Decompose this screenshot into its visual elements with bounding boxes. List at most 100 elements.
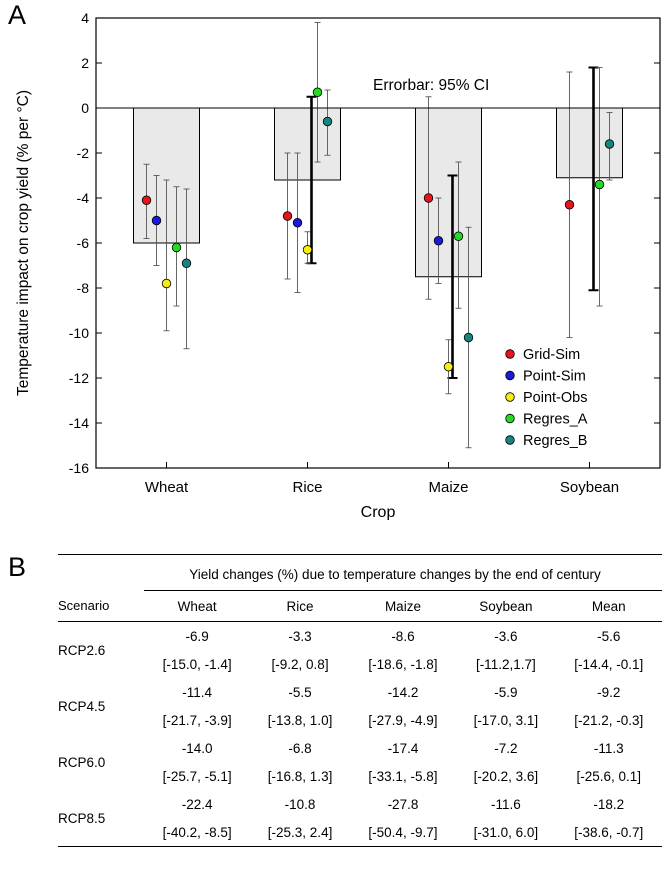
table-cell-ci: [-31.0, 6.0] (456, 818, 556, 847)
point-grid-sim-soybean (564, 200, 575, 210)
table-cell-mean: -11.3 (593, 740, 624, 756)
table-cell-mean: -3.6 (494, 628, 518, 644)
table-cell-mean: -7.2 (494, 740, 518, 756)
table-cell-mean: -14.0 (181, 740, 213, 756)
y-tick-label: -16 (69, 460, 89, 476)
table-header-row: Scenario Wheat Rice Maize Soybean Mean (58, 590, 662, 622)
table-cell-ci: [-21.7, -3.9] (162, 712, 232, 728)
point-regres_a-maize (453, 231, 464, 241)
point-point-sim-maize (433, 236, 444, 246)
legend-label-regres_a: Regres_A (523, 412, 588, 428)
point-regres_b-soybean (604, 139, 615, 149)
legend-marker-point-obs (505, 392, 515, 402)
table-row: RCP4.5 -11.4 -5.5 -14.2 -5.9 -9.2 (58, 678, 662, 714)
table-cell-mean: -5.6 (597, 628, 621, 644)
x-tick-label-maize: Maize (428, 479, 468, 496)
table-cell-mean: -27.8 (387, 796, 419, 812)
table-cell-mean: -5.5 (288, 684, 312, 700)
panel-a-letter: A (8, 0, 27, 30)
table-cell-ci: [-14.4, -0.1] (574, 656, 644, 672)
table-cell-ci: [-25.7, -5.1] (162, 768, 232, 784)
table-cell-mean: -3.3 (288, 628, 312, 644)
table-cell-mean: -8.6 (391, 628, 415, 644)
legend-label-grid-sim: Grid-Sim (523, 347, 580, 363)
point-point-sim-rice (292, 218, 303, 228)
table-cell-mean: -18.2 (593, 796, 625, 812)
legend-marker-regres_a (505, 413, 515, 424)
bar-maize (415, 107, 482, 278)
table-row: RCP8.5 -22.4 -10.8 -27.8 -11.6 -18.2 (58, 790, 662, 847)
y-tick-label: 0 (81, 100, 89, 116)
point-point-obs-wheat (161, 278, 172, 289)
y-axis-label: Temperature impact on crop yield (% per … (15, 90, 32, 396)
table-row: RCP6.0 -14.0 -6.8 -17.4 -7.2 -11.3 (58, 734, 662, 770)
table-cell-mean: -11.6 (490, 796, 521, 812)
point-point-obs-rice (302, 245, 313, 255)
point-regres_a-soybean (594, 179, 605, 190)
table-cell-ci: [-11.2,1.7] (475, 656, 536, 672)
table-row-ci: [-21.7, -3.9] [-13.8, 1.0] [-27.9, -4.9] [-… (58, 706, 662, 734)
scenario-label: RCP8.5 (58, 790, 144, 847)
table-cell-mean: -6.8 (288, 740, 312, 756)
point-regres_b-maize (463, 332, 474, 343)
legend-label-point-obs: Point-Obs (523, 390, 587, 406)
point-grid-sim-maize (423, 193, 434, 203)
scenario-header: Scenario (58, 590, 144, 622)
table-cell-ci: [-16.8, 1.3] (267, 768, 333, 784)
point-regres_a-rice (312, 87, 323, 97)
crop-yield-chart: -16 -14 -12 -10 -8 -6 -4 -2 0 2 4 Wheat Rice Maize So… (15, 10, 661, 520)
x-tick-label-rice: Rice (292, 479, 322, 496)
column-header-maize: Maize (349, 590, 457, 622)
legend-marker-grid-sim (505, 349, 515, 359)
table-cell-ci: [-40.2, -8.5] (144, 818, 251, 847)
point-point-obs-maize (443, 362, 454, 372)
table-cell-ci: [-25.6, 0.1] (576, 768, 642, 784)
scenario-label: RCP6.0 (58, 754, 106, 770)
point-grid-sim-wheat (141, 195, 152, 205)
y-tick-label: 4 (81, 10, 89, 26)
table-cell-ci: [-21.2, -0.3] (574, 712, 644, 728)
y-tick-label: -12 (69, 370, 89, 386)
point-grid-sim-rice (282, 211, 293, 221)
legend: Grid-Sim Point-Sim Point-Obs Regres_A Regres… (505, 347, 588, 449)
scenario-label: RCP2.6 (58, 642, 106, 658)
table-cell-mean: -11.4 (182, 684, 213, 700)
x-tick-label-wheat: Wheat (145, 479, 189, 496)
y-tick-label: 2 (81, 55, 89, 71)
point-point-sim-wheat (151, 215, 162, 226)
y-tick-label: -4 (77, 190, 90, 206)
table-cell-ci: [-17.0, 3.1] (473, 712, 539, 728)
y-tick-label: -6 (77, 235, 90, 251)
table-cell-ci: [-50.4, -9.7] (349, 818, 457, 847)
table-row-ci: [-15.0, -1.4] [-9.2, 0.8] [-18.6, -1.8] [-1… (58, 650, 662, 678)
table-caption: Yield changes (%) due to temperature cha… (189, 567, 601, 582)
table-cell-ci: [-25.3, 2.4] (250, 818, 350, 847)
legend-marker-regres_b (505, 435, 515, 445)
x-tick-label-soybean: Soybean (560, 479, 619, 496)
table-cell-ci: [-15.0, -1.4] (162, 656, 232, 672)
table-cell-ci: [-18.6, -1.8] (368, 656, 438, 672)
column-header-rice: Rice (250, 590, 350, 622)
y-tick-label: -2 (77, 145, 90, 161)
table-cell-ci: [-9.2, 0.8] (271, 656, 329, 672)
column-header-mean: Mean (555, 590, 662, 622)
table-row-ci: [-25.7, -5.1] [-16.8, 1.3] [-33.1, -5.8] [-… (58, 762, 662, 790)
scenario-label: RCP4.5 (58, 698, 106, 714)
table-cell-ci: [-27.9, -4.9] (368, 712, 438, 728)
column-header-wheat: Wheat (144, 590, 251, 622)
yield-change-table: Yield changes (%) due to temperature cha… (58, 554, 662, 847)
table-cell-mean: -22.4 (181, 796, 213, 812)
table-cell-ci: [-13.8, 1.0] (267, 712, 333, 728)
point-regres_b-wheat (181, 258, 192, 268)
table-cell-mean: -10.8 (284, 796, 316, 812)
point-regres_a-wheat (171, 242, 182, 253)
panel-b-letter: B (8, 552, 27, 582)
table-row: RCP2.6 -6.9 -3.3 -8.6 -3.6 -5.6 (58, 622, 662, 658)
table-top-rule (58, 554, 662, 559)
table-caption-row: Yield changes (%) due to temperature cha… (58, 559, 662, 591)
table-body: RCP2.6 -6.9 -3.3 -8.6 -3.6 -5.6 [-15.0, -1.4][… (58, 622, 662, 847)
table-cell-mean: -5.9 (494, 684, 518, 700)
table-cell-mean: -14.2 (387, 684, 419, 700)
y-tick-label: -10 (69, 325, 89, 341)
table-cell-ci: [-20.2, 3.6] (473, 768, 539, 784)
